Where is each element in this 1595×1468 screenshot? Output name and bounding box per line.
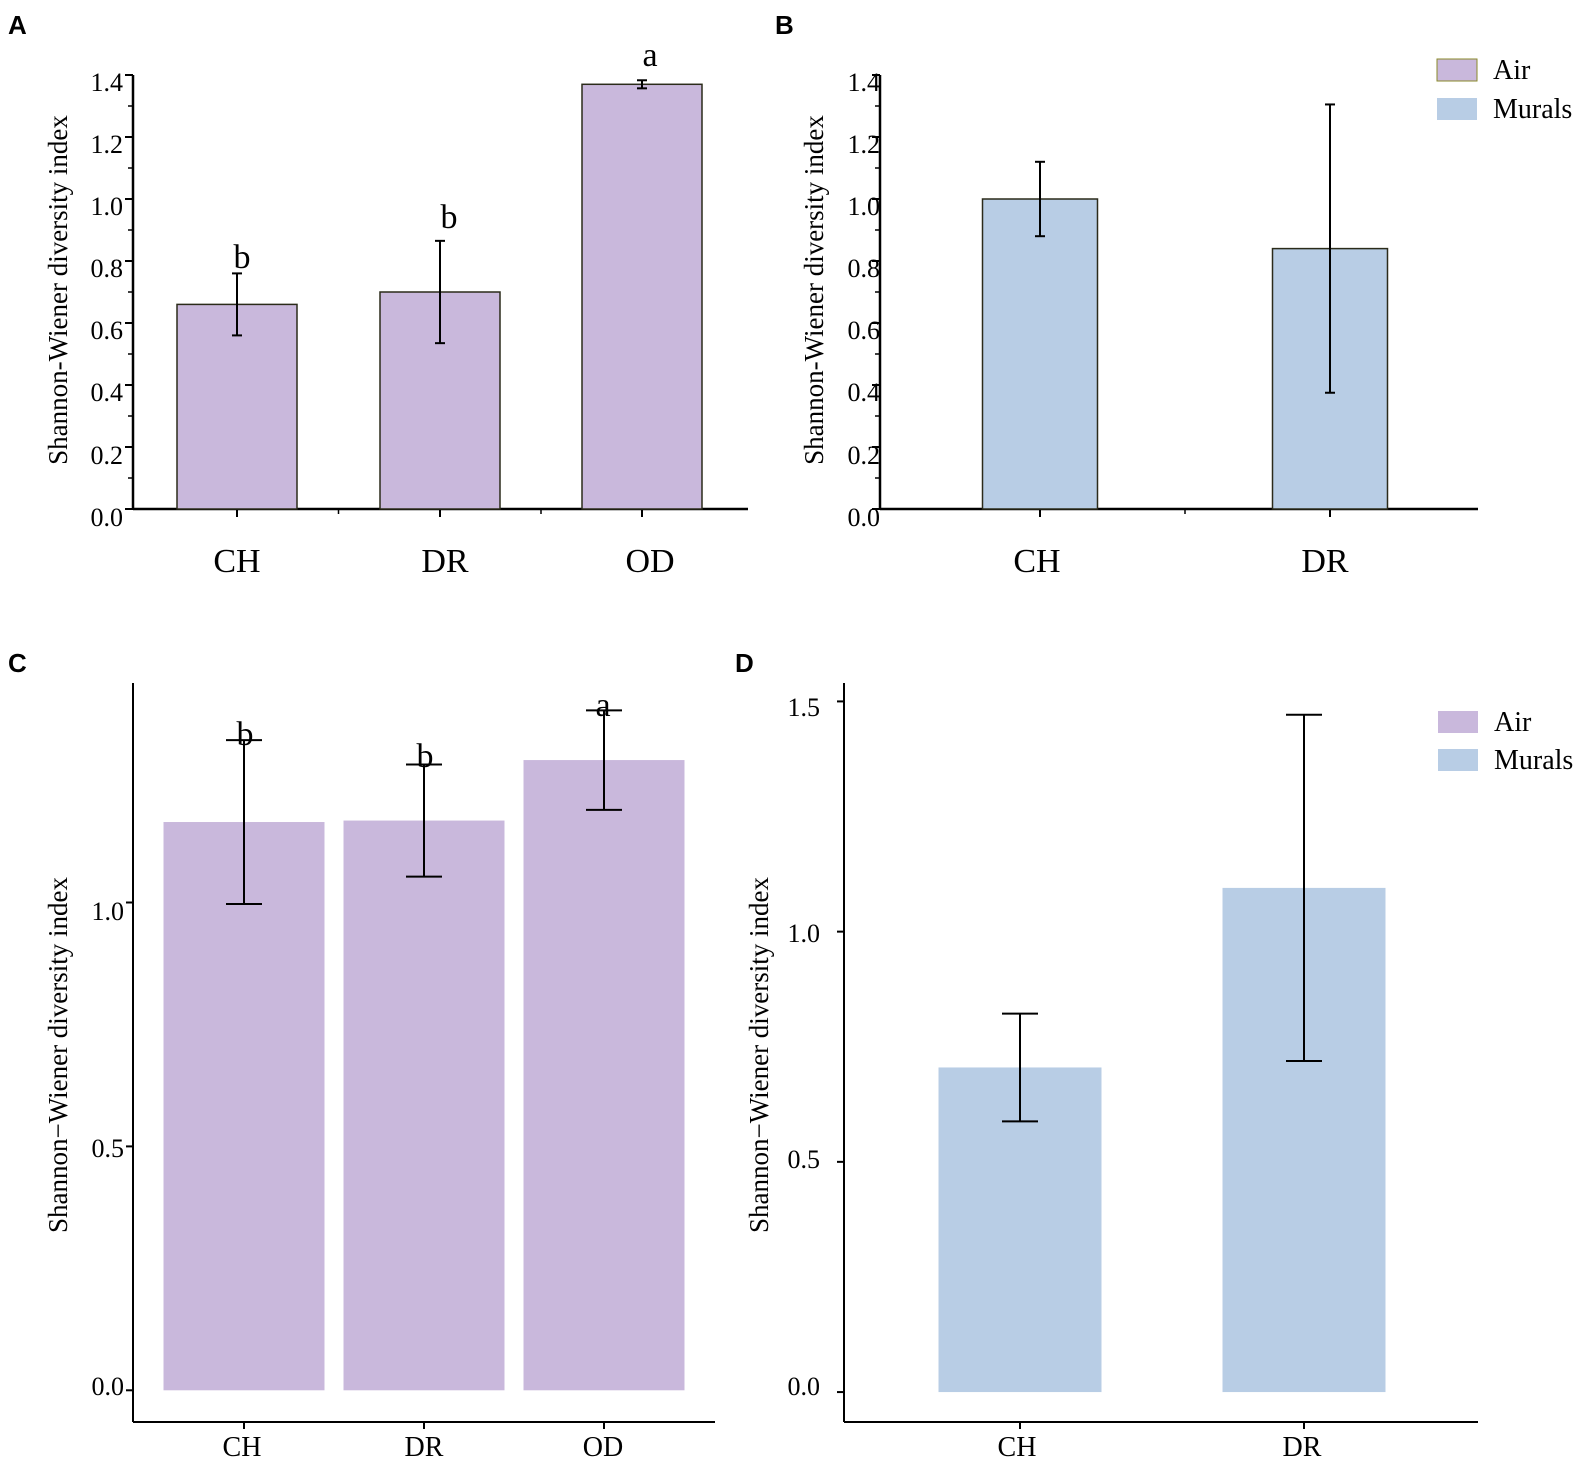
panel-label-c: C (8, 648, 27, 678)
x-label-c-dr: DR (405, 1432, 444, 1463)
legend-swatch-d-air (1438, 711, 1478, 733)
y-tick-label-c-2: 1.0 (92, 897, 125, 926)
y-tick-label-b-0: 0.0 (848, 503, 881, 532)
y-tick-label-b-5: 1.0 (848, 192, 881, 221)
y-axis-title-b: Shannon-Wiener diversity index (799, 115, 829, 465)
bar-dr (343, 820, 505, 1391)
y-tick-label-a-4: 0.8 (91, 254, 124, 283)
bar-ch (163, 822, 325, 1391)
sig-letter-c-dr: b (417, 738, 434, 775)
y-tick-label-d-3: 1.5 (788, 693, 821, 722)
sig-letter-a-ch: b (234, 239, 251, 276)
legend-label-d-air: Air (1494, 707, 1532, 738)
x-label-a-ch: CH (213, 543, 260, 580)
bar-od (581, 83, 703, 510)
y-axis-title-d: Shannon−Wiener diversity index (744, 876, 774, 1233)
legend-swatch-b-air (1436, 58, 1478, 82)
legend-d: Air Murals (1438, 707, 1573, 776)
y-tick-labels-a: 0.0 0.2 0.4 0.6 0.8 1.0 1.2 1.4 (91, 68, 124, 532)
legend-swatch-b-murals (1437, 98, 1477, 120)
bar-od (523, 760, 685, 1391)
bar-ch (176, 303, 298, 510)
y-axis-title-c: Shannon−Wiener diversity index (43, 876, 73, 1233)
y-tick-label-a-5: 1.0 (91, 192, 124, 221)
y-tick-label-c-1: 0.5 (92, 1134, 125, 1163)
panel-label-d: D (735, 648, 754, 678)
y-tick-label-b-2: 0.4 (848, 378, 881, 407)
y-tick-label-a-7: 1.4 (91, 68, 124, 97)
x-label-a-dr: DR (421, 543, 469, 580)
legend-label-b-murals: Murals (1493, 94, 1572, 125)
legend-b: Air Murals (1436, 55, 1572, 125)
y-tick-label-d-0: 0.0 (788, 1372, 821, 1401)
x-label-a-od: OD (625, 543, 674, 580)
y-tick-label-b-4: 0.8 (848, 254, 881, 283)
y-tick-label-a-1: 0.2 (91, 441, 124, 470)
y-tick-label-b-7: 1.4 (848, 68, 881, 97)
x-label-b-ch: CH (1013, 543, 1060, 580)
y-tick-labels-c: 0.0 0.5 1.0 (92, 897, 125, 1401)
bar-ch (981, 198, 1099, 510)
y-tick-labels-b: 0.0 0.2 0.4 0.6 0.8 1.0 1.2 1.4 (848, 68, 881, 532)
y-tick-label-d-1: 0.5 (788, 1145, 821, 1174)
y-tick-label-a-3: 0.6 (91, 316, 124, 345)
panel-label-a: A (8, 10, 27, 40)
panel-label-b: B (775, 10, 794, 40)
x-label-c-ch: CH (223, 1432, 262, 1463)
y-tick-label-a-2: 0.4 (91, 378, 124, 407)
sig-letter-c-od: a (595, 687, 610, 724)
y-tick-label-c-0: 0.0 (92, 1372, 125, 1401)
y-tick-label-a-6: 1.2 (91, 130, 124, 159)
y-axis-title-a: Shannon-Wiener diversity index (43, 115, 73, 465)
y-tick-labels-d: 0.0 0.5 1.0 1.5 (788, 693, 821, 1401)
sig-letter-a-dr: b (441, 199, 458, 236)
legend-label-b-air: Air (1493, 55, 1531, 86)
sig-letter-c-ch: b (237, 716, 254, 753)
x-label-d-dr: DR (1283, 1432, 1322, 1463)
x-label-d-ch: CH (998, 1432, 1037, 1463)
sig-letter-a-od: a (642, 37, 657, 74)
y-tick-label-b-1: 0.2 (848, 441, 881, 470)
panel-c: C Shannon−Wiener diversity index 0.0 0.5… (8, 648, 715, 1463)
panel-b: B Shannon-Wiener diversity index 0.0 0.2… (775, 10, 1572, 580)
y-tick-label-a-0: 0.0 (91, 503, 124, 532)
x-label-c-od: OD (583, 1432, 623, 1463)
y-tick-label-d-2: 1.0 (788, 919, 821, 948)
panel-d: D Shannon−Wiener diversity index 0.0 0.5… (735, 648, 1573, 1463)
legend-swatch-d-murals (1438, 749, 1478, 771)
panel-a: A Shannon-Wiener diversity index 0.0 0.2… (8, 10, 748, 580)
legend-label-d-murals: Murals (1494, 745, 1573, 776)
x-label-b-dr: DR (1301, 543, 1349, 580)
y-tick-label-b-3: 0.6 (848, 316, 881, 345)
y-tick-label-b-6: 1.2 (848, 130, 881, 159)
